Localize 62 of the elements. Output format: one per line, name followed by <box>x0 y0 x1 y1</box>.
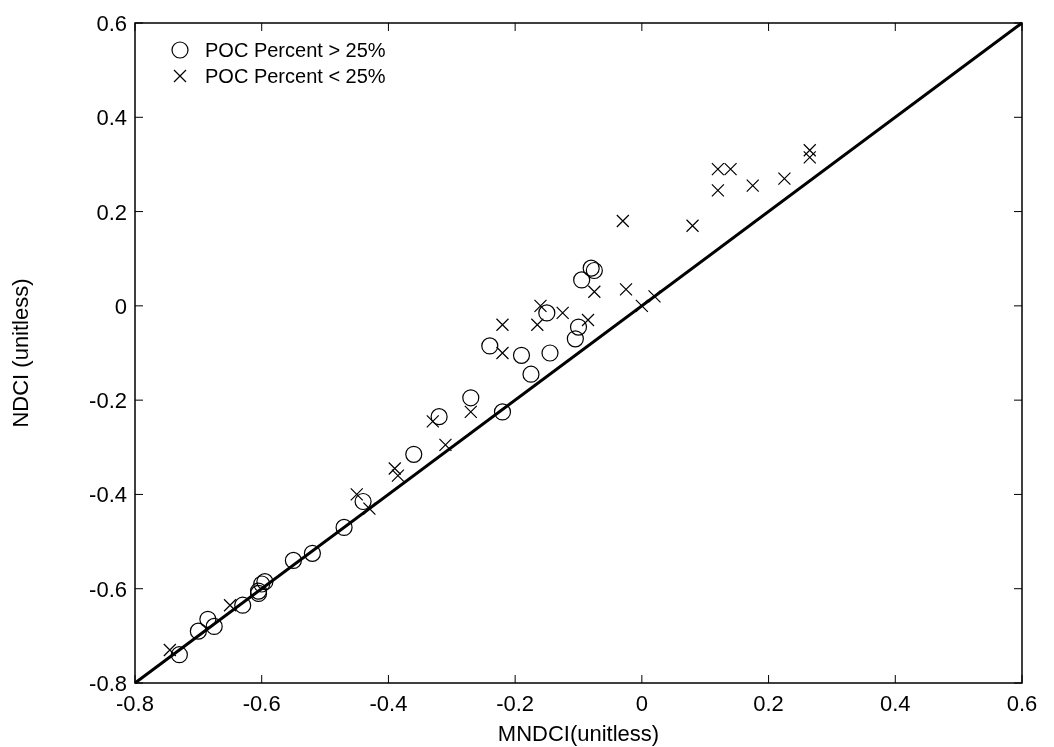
y-tick-label: 0 <box>114 293 127 319</box>
point <box>538 304 556 322</box>
point <box>391 468 405 483</box>
y-axis-title: NDCI (unitless) <box>8 278 33 428</box>
x-axis-title: MNDCI(unitless) <box>497 721 660 746</box>
point <box>566 330 584 348</box>
point <box>522 365 540 383</box>
point <box>438 438 453 452</box>
point <box>569 318 588 336</box>
point <box>573 271 591 289</box>
x-tick-label: -0.6 <box>242 691 281 716</box>
point <box>464 405 478 419</box>
point <box>556 306 570 320</box>
point <box>350 487 364 502</box>
point <box>619 282 633 296</box>
point <box>481 337 499 355</box>
point <box>777 171 792 186</box>
point <box>746 179 760 193</box>
point <box>223 598 237 612</box>
point <box>199 610 217 628</box>
point <box>462 389 480 407</box>
point <box>354 492 372 511</box>
x-tick-label: 0 <box>635 691 648 716</box>
x-tick-label: 0.2 <box>753 691 784 716</box>
point <box>388 461 402 476</box>
x-tick-label: 0.6 <box>1006 691 1038 716</box>
point <box>581 313 595 327</box>
point <box>533 299 548 313</box>
point <box>685 219 700 233</box>
point <box>587 285 601 299</box>
y-tick-label: -0.6 <box>89 576 127 602</box>
point <box>405 445 423 463</box>
legend-label: POC Percent > 25% <box>205 39 386 61</box>
point <box>284 551 302 570</box>
point <box>430 408 448 426</box>
point <box>495 346 510 360</box>
point <box>163 643 177 657</box>
point <box>495 318 510 332</box>
y-tick-label: -0.4 <box>89 482 127 508</box>
point <box>803 143 817 157</box>
legend-label: POC Percent < 25% <box>205 65 386 87</box>
y-tick-label: 0.4 <box>96 105 127 131</box>
point <box>493 403 512 421</box>
point <box>189 622 207 640</box>
point <box>234 596 252 614</box>
point <box>530 318 544 332</box>
point <box>170 646 188 664</box>
y-tick-label: -0.2 <box>89 388 127 414</box>
point <box>303 544 321 562</box>
y-tick-label: 0.6 <box>96 11 127 36</box>
point <box>426 414 440 428</box>
point <box>541 344 559 362</box>
point <box>803 150 817 164</box>
point <box>512 346 531 364</box>
y-tick-label: 0.2 <box>96 199 127 225</box>
point <box>616 214 630 228</box>
point <box>205 617 223 636</box>
point <box>711 183 725 197</box>
x-tick-label: 0.4 <box>879 691 911 716</box>
x-tick-label: -0.4 <box>369 691 408 716</box>
x-tick-label: -0.2 <box>496 691 535 716</box>
point <box>335 518 353 537</box>
